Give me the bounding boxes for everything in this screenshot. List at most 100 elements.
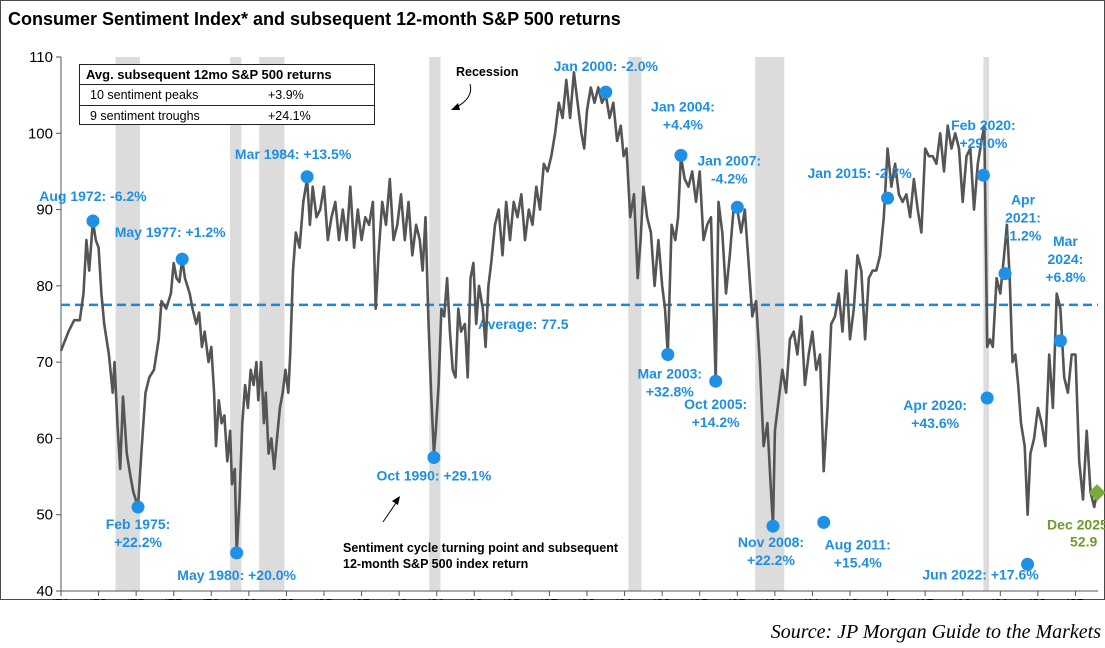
x-tick-label: '15: [879, 596, 896, 600]
x-tick-label: '91: [428, 596, 445, 600]
x-tick-label: '95: [503, 596, 520, 600]
x-tick-label: '81: [240, 596, 257, 600]
y-tick-label: 50: [36, 507, 53, 524]
turning-point-label: Jan 2000: -2.0%: [554, 58, 659, 74]
x-tick-label: '21: [992, 596, 1009, 600]
summary-table-header: Avg. subsequent 12mo S&P 500 returns: [80, 65, 374, 85]
summary-row-label: 9 sentiment troughs: [90, 109, 200, 123]
turning-point-label: Aug 2011: +15.4%: [825, 536, 891, 570]
y-tick-label: 40: [36, 583, 53, 600]
recession-band: [429, 57, 441, 591]
turning-point-marker: [661, 348, 675, 362]
annotations: Recession Sentiment cycle turning point a…: [343, 65, 619, 571]
turning-point-marker: [86, 214, 100, 228]
turning-point-marker: [300, 170, 314, 184]
x-tick-label: '99: [579, 596, 596, 600]
latest-label: Dec 2025:: [1047, 517, 1105, 533]
turning-point-label: Feb 1975: +22.2%: [106, 516, 171, 550]
turning-point-marker: [998, 267, 1012, 281]
x-tick-label: '25: [1067, 596, 1084, 600]
x-tick-label: '17: [917, 596, 934, 600]
recession-band: [755, 57, 785, 591]
annotation-arrowhead: [392, 496, 400, 505]
x-tick-label: '89: [391, 596, 408, 600]
recession-arrowhead: [451, 103, 460, 110]
turning-point-marker: [730, 200, 744, 214]
turning-point-label: Aug 1972: -6.2%: [39, 188, 147, 204]
average-label: Average: 77.5: [478, 316, 569, 332]
turning-point-marker: [131, 500, 145, 514]
turning-point-marker: [881, 191, 895, 205]
average-line-group: Average: 77.5: [61, 303, 1098, 332]
turning-point-label: Mar 2003: +32.8%: [637, 366, 702, 400]
y-tick-label: 60: [36, 430, 53, 447]
x-tick-label: '19: [954, 596, 971, 600]
annotation-pointer: [382, 499, 399, 523]
x-tick-label: '71: [53, 596, 70, 600]
turning-point-label: Jan 2015: -2.7%: [807, 165, 912, 181]
annotation-label: Sentiment cycle turning point and subseq…: [343, 541, 619, 571]
turning-point-label: May 1977: +1.2%: [115, 224, 226, 240]
x-tick-label: '93: [466, 596, 483, 600]
recession-band: [628, 57, 642, 591]
y-tick-label: 110: [29, 49, 53, 66]
turning-point-marker: [599, 85, 613, 99]
turning-point-label: Jan 2004: +4.4%: [651, 98, 715, 132]
turning-point-marker: [766, 519, 780, 533]
turning-point-marker: [1021, 557, 1035, 571]
summary-row-value: +3.9%: [268, 88, 304, 102]
y-tick-label: 80: [36, 278, 53, 295]
axes: 40 50 60 70 80 90 100 110 '71 '73 '75 '77 '79 '81 '83 '…: [28, 49, 1098, 600]
y-tick-label: 70: [36, 354, 53, 371]
turning-point-marker: [709, 374, 723, 388]
x-tick-label: '79: [203, 596, 220, 600]
turning-points: Aug 1972: -6.2% Feb 1975: +22.2% May 1977: …: [39, 58, 1105, 583]
turning-point-label: Apr 2021: -1.2%: [1005, 192, 1042, 244]
turning-point-label: Apr 2020: +43.6%: [903, 397, 967, 431]
turning-point-marker: [976, 168, 990, 182]
turning-point-marker: [230, 546, 244, 560]
x-tick-label: '09: [766, 596, 783, 600]
turning-point-label: Mar 2024: +6.8%: [1045, 233, 1086, 285]
x-tick-label: '75: [128, 596, 145, 600]
x-tick-label: '07: [729, 596, 746, 600]
turning-point-marker: [980, 391, 994, 405]
turning-point-label: Jun 2022: +17.6%: [922, 566, 1039, 582]
x-tick-label: '03: [654, 596, 671, 600]
turning-point-label: Feb 2020: +29.0%: [951, 117, 1016, 151]
x-tick-label: '77: [165, 596, 182, 600]
turning-point-label: Oct 1990: +29.1%: [377, 468, 492, 484]
sentiment-line: [59, 71, 1099, 555]
x-tick-label: '73: [90, 596, 107, 600]
y-tick-label: 90: [36, 202, 53, 219]
summary-row-troughs: 9 sentiment troughs +24.1%: [80, 106, 374, 126]
turning-point-label: Oct 2005: +14.2%: [684, 396, 747, 430]
x-tick-label: '83: [278, 596, 295, 600]
x-tick-label: '23: [1029, 596, 1046, 600]
recession-bands: [115, 57, 990, 591]
x-tick-label: '87: [353, 596, 370, 600]
recession-label: Recession: [456, 65, 519, 79]
sentiment-chart: 40 50 60 70 80 90 100 110 '71 '73 '75 '77 '79 '81 '83 '…: [28, 49, 1105, 600]
summary-row-label: 10 sentiment peaks: [90, 88, 199, 102]
x-tick-label: '01: [616, 596, 633, 600]
y-tick-label: 100: [28, 125, 53, 142]
turning-point-marker: [175, 252, 189, 266]
turning-point-label: Nov 2008: +22.2%: [738, 534, 804, 568]
summary-row-value: +24.1%: [268, 109, 311, 123]
turning-point-marker: [674, 148, 688, 162]
x-tick-label: '05: [691, 596, 708, 600]
x-tick-label: '97: [541, 596, 558, 600]
x-tick-label: '13: [842, 596, 859, 600]
returns-summary-table: Avg. subsequent 12mo S&P 500 returns 10 …: [79, 64, 375, 125]
latest-value: 52.9: [1070, 534, 1097, 550]
recession-band: [230, 57, 242, 591]
chart-title: Consumer Sentiment Index* and subsequent…: [8, 9, 621, 29]
source-note: Source: JP Morgan Guide to the Markets: [770, 621, 1101, 643]
recession-band: [259, 57, 285, 591]
turning-point-label: Jan 2007: -4.2%: [697, 152, 761, 186]
turning-point-marker: [817, 515, 831, 529]
turning-point-label: Mar 1984: +13.5%: [235, 146, 352, 162]
turning-point-marker: [427, 451, 441, 464]
summary-row-peaks: 10 sentiment peaks +3.9%: [80, 85, 374, 106]
